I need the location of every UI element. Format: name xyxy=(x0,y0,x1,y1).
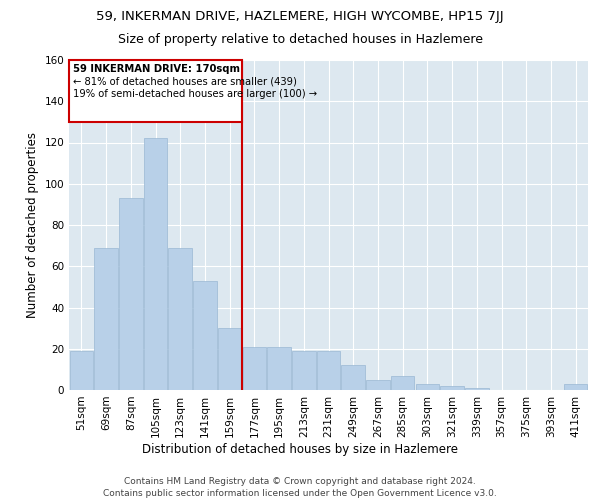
Bar xyxy=(465,388,488,390)
Bar xyxy=(242,346,266,390)
Text: ← 81% of detached houses are smaller (439): ← 81% of detached houses are smaller (43… xyxy=(73,76,296,86)
Text: 59, INKERMAN DRIVE, HAZLEMERE, HIGH WYCOMBE, HP15 7JJ: 59, INKERMAN DRIVE, HAZLEMERE, HIGH WYCO… xyxy=(96,10,504,23)
Text: Size of property relative to detached houses in Hazlemere: Size of property relative to detached ho… xyxy=(118,32,482,46)
Text: Contains public sector information licensed under the Open Government Licence v3: Contains public sector information licen… xyxy=(103,489,497,498)
FancyBboxPatch shape xyxy=(69,60,242,122)
Bar xyxy=(366,380,389,390)
Bar xyxy=(564,384,587,390)
Bar xyxy=(70,351,93,390)
Text: 59 INKERMAN DRIVE: 170sqm: 59 INKERMAN DRIVE: 170sqm xyxy=(73,64,240,74)
Bar xyxy=(94,248,118,390)
Bar xyxy=(169,248,192,390)
Bar xyxy=(144,138,167,390)
Text: 19% of semi-detached houses are larger (100) →: 19% of semi-detached houses are larger (… xyxy=(73,89,317,99)
Bar xyxy=(292,351,316,390)
Bar xyxy=(391,376,415,390)
Bar xyxy=(341,365,365,390)
Y-axis label: Number of detached properties: Number of detached properties xyxy=(26,132,39,318)
Bar xyxy=(440,386,464,390)
Bar xyxy=(193,280,217,390)
Bar xyxy=(218,328,241,390)
Bar xyxy=(416,384,439,390)
Bar xyxy=(119,198,143,390)
Text: Contains HM Land Registry data © Crown copyright and database right 2024.: Contains HM Land Registry data © Crown c… xyxy=(124,478,476,486)
Bar xyxy=(268,346,291,390)
Bar xyxy=(317,351,340,390)
Text: Distribution of detached houses by size in Hazlemere: Distribution of detached houses by size … xyxy=(142,442,458,456)
